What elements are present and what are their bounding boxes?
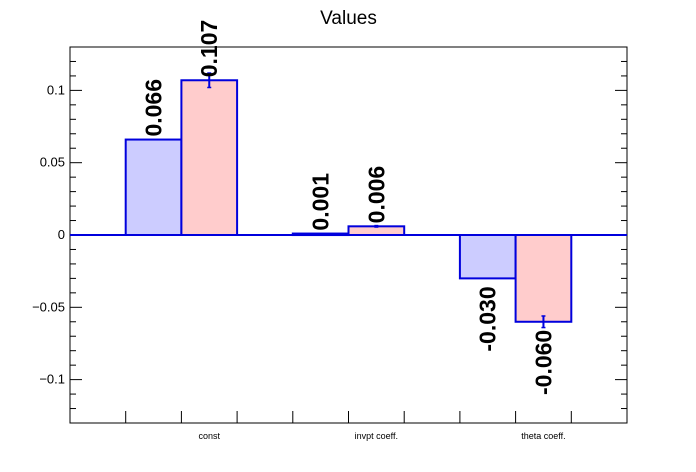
data-label: -0.060: [530, 330, 556, 395]
y-tick-label: 0.05: [40, 155, 65, 170]
data-label: -0.030: [475, 286, 501, 351]
x-category-label: invpt coeff.: [355, 431, 398, 441]
x-category-label: const: [198, 431, 220, 441]
data-label: 0.066: [141, 79, 167, 137]
bar: [458, 234, 517, 280]
data-label: 0.001: [308, 173, 334, 231]
axes: −0.1 −0.05 0 0.05 0.1 const invpt coeff. theta …: [32, 46, 627, 441]
bar: [514, 234, 573, 323]
y-tick-label: −0.1: [39, 372, 65, 387]
bars: [124, 72, 573, 329]
y-tick-label: 0: [58, 227, 65, 242]
y-tick-label: −0.05: [32, 299, 65, 314]
bar: [180, 79, 239, 236]
y-tick-label: 0.1: [47, 82, 65, 97]
bar: [124, 138, 183, 236]
data-labels: 0.066 0.001 -0.030 0.107 0.006 -0.060: [141, 20, 557, 395]
data-label: 0.006: [363, 166, 389, 224]
chart-title: Values: [320, 8, 377, 29]
x-category-label: theta coeff.: [521, 431, 565, 441]
data-label: 0.107: [196, 20, 222, 78]
